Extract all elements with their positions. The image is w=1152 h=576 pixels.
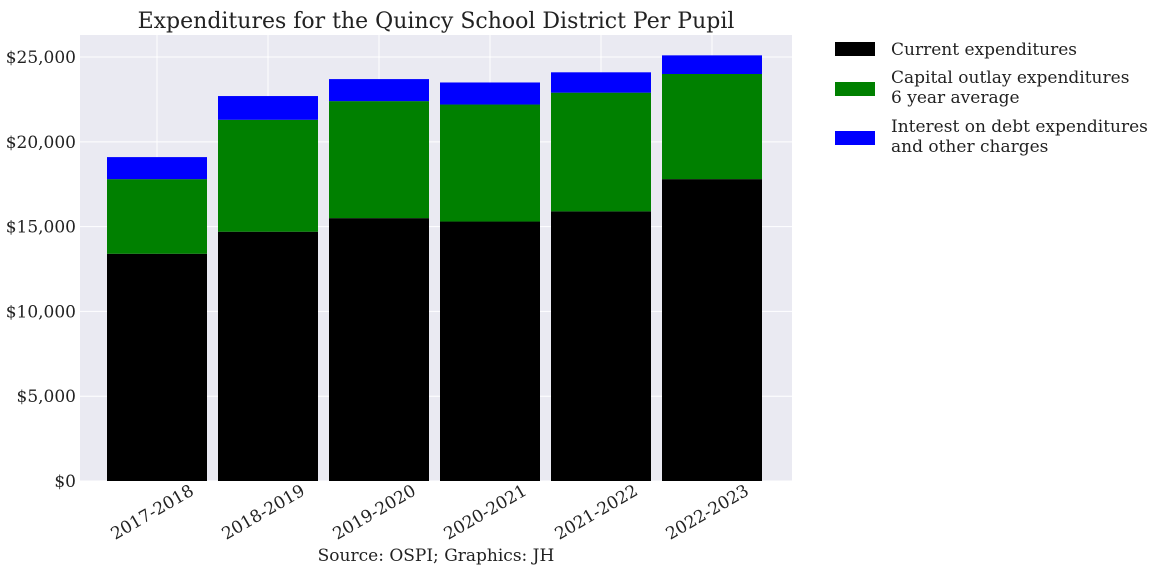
x-tick-label: 2019-2020 bbox=[330, 481, 420, 544]
x-tick-label: 2021-2022 bbox=[552, 481, 642, 544]
bar-segment bbox=[662, 74, 762, 180]
bar-segment bbox=[440, 104, 540, 222]
y-tick-label: $5,000 bbox=[17, 387, 76, 407]
bar-segment bbox=[218, 231, 318, 481]
x-tick-label: 2017-2018 bbox=[108, 481, 198, 544]
bar-segment bbox=[329, 218, 429, 481]
y-tick-label: $15,000 bbox=[6, 218, 76, 238]
legend-swatch bbox=[835, 42, 875, 56]
chart-title: Expenditures for the Quincy School Distr… bbox=[138, 9, 735, 34]
legend-label-line: Current expenditures bbox=[891, 40, 1077, 60]
x-axis: 2017-2018 2018-2019 2019-2020 2020-2021 2021… bbox=[108, 481, 753, 544]
bar-segment bbox=[662, 55, 762, 75]
legend-label-line: Interest on debt expenditures bbox=[891, 117, 1148, 137]
bar-segment bbox=[329, 101, 429, 219]
y-tick-label: $0 bbox=[54, 472, 76, 492]
bar-segment bbox=[440, 221, 540, 481]
bar-segment bbox=[551, 92, 651, 212]
bar-segment bbox=[440, 82, 540, 105]
x-tick-label: 2022-2023 bbox=[663, 481, 753, 544]
x-tick-label: 2020-2021 bbox=[441, 481, 531, 544]
legend-label: Interest on debt expenditures and other c… bbox=[891, 117, 1148, 157]
legend-swatch bbox=[835, 82, 875, 96]
bar-segment bbox=[329, 79, 429, 102]
y-tick-label: $20,000 bbox=[6, 133, 76, 153]
y-axis: $0 $5,000 $10,000 $15,000 $20,000 $25,000 bbox=[6, 48, 76, 492]
y-tick-label: $10,000 bbox=[6, 302, 76, 322]
legend: Current expenditures Capital outlay expen… bbox=[835, 40, 1148, 157]
legend-label-line: Capital outlay expenditures bbox=[891, 68, 1129, 88]
source-caption: Source: OSPI; Graphics: JH bbox=[318, 546, 555, 566]
legend-label-line: and other charges bbox=[891, 137, 1048, 157]
bar-segment bbox=[218, 96, 318, 120]
bar-segment bbox=[107, 253, 207, 481]
bars bbox=[107, 55, 762, 482]
legend-label: Capital outlay expenditures 6 year averag… bbox=[891, 68, 1129, 108]
legend-swatch bbox=[835, 131, 875, 145]
bar-segment bbox=[107, 179, 207, 254]
y-tick-label: $25,000 bbox=[6, 48, 76, 68]
bar-segment bbox=[218, 119, 318, 232]
bar-segment bbox=[662, 179, 762, 482]
bar-segment bbox=[551, 211, 651, 481]
bar-segment bbox=[551, 72, 651, 93]
bar-segment bbox=[107, 157, 207, 180]
x-tick-label: 2018-2019 bbox=[219, 481, 309, 544]
legend-label: Current expenditures bbox=[891, 40, 1077, 60]
legend-label-line: 6 year average bbox=[891, 88, 1020, 108]
